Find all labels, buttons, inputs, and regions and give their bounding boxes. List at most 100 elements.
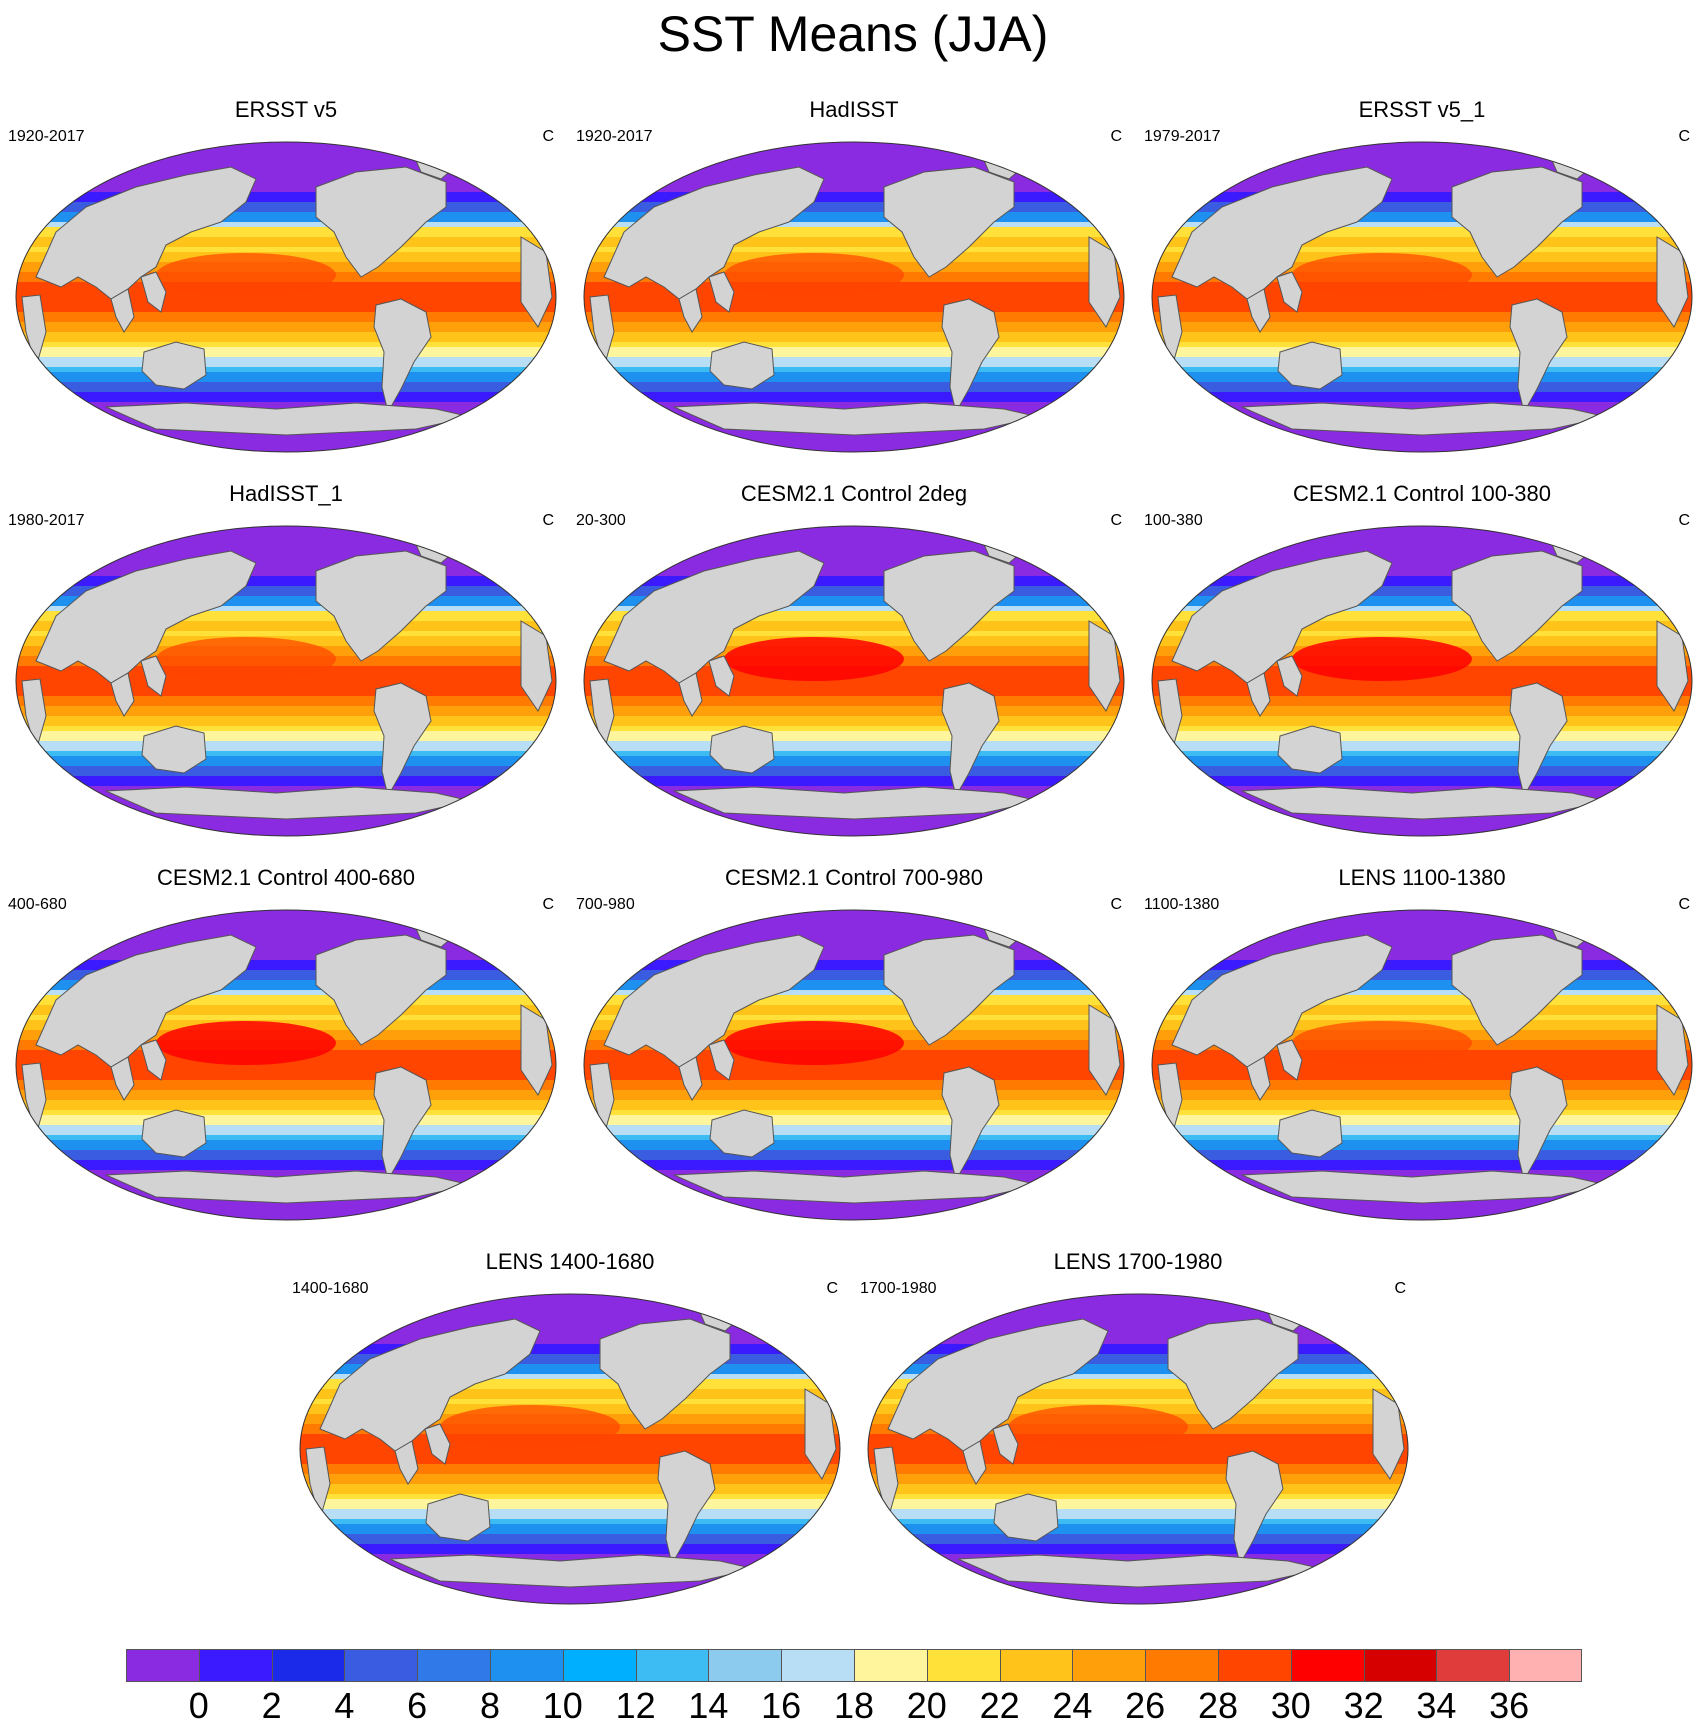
colorbar-label: 32 [1343,1685,1384,1726]
sst-band [584,1140,1124,1146]
sst-band [16,1080,556,1086]
sst-band [1152,172,1692,178]
sst-band [584,955,1124,961]
sst-band [1152,826,1692,832]
sst-band [1152,915,1692,921]
sst-band [300,1484,840,1490]
sst-band [1152,182,1692,188]
sst-band [16,776,556,782]
sst-band [868,1489,1408,1495]
warm-pool [156,253,336,297]
colorbar [126,1649,1582,1682]
sst-band [16,1075,556,1081]
sst-band [868,1444,1408,1450]
sst-band [584,162,1124,168]
sst-band [300,1384,840,1390]
sst-band [584,1120,1124,1126]
sst-band [584,970,1124,976]
sst-band [584,372,1124,378]
sst-band [868,1299,1408,1305]
sst-band [584,831,1124,836]
sst-band [584,1115,1124,1121]
land-mass [141,341,207,390]
sst-band [1152,960,1692,966]
sst-band [16,437,556,443]
sst-band [1152,382,1692,388]
sst-band [1152,970,1692,976]
panel-title: LENS 1400-1680 [485,1249,655,1274]
sst-band [16,1115,556,1121]
sst-band [300,1499,840,1505]
sst-band [16,546,556,552]
sst-band [16,606,556,612]
sst-band [1152,1165,1692,1171]
sst-band [868,1359,1408,1365]
land-mass [141,1109,207,1158]
sst-band [1152,541,1692,547]
sst-band [1152,681,1692,687]
sst-band [1152,1150,1692,1156]
sst-band [1152,1120,1692,1126]
colorbar-box [1363,1649,1437,1682]
sst-band [16,347,556,353]
sst-band [16,985,556,991]
sst-band [300,1494,840,1500]
sst-band [1152,332,1692,338]
sst-band [16,556,556,562]
sst-band [868,1334,1408,1340]
sst-band [1152,1065,1692,1071]
sst-band [300,1329,840,1335]
warm-pool [724,637,904,681]
land-mass [1372,1388,1405,1481]
sst-band [1152,167,1692,173]
sst-band [1152,1210,1692,1216]
sst-band [300,1394,840,1400]
colorbar-label: 14 [688,1685,729,1726]
sst-band [584,1085,1124,1091]
sst-band [16,217,556,223]
panel-unit: C [1394,1280,1406,1297]
land-mass [599,1318,731,1430]
sst-band [16,531,556,537]
warm-pool [724,1021,904,1065]
sst-band [584,546,1124,552]
sst-band [868,1354,1408,1360]
sst-band [1152,950,1692,956]
land-mass [1241,402,1608,436]
land-mass [315,934,447,1046]
panel-period: 100-380 [1144,512,1203,529]
land-mass [305,1446,331,1521]
sst-band [1152,990,1692,996]
sst-band [1152,177,1692,183]
sst-band [300,1344,840,1350]
panel-unit: C [1110,512,1122,529]
sst-map [583,525,1125,837]
sst-band [584,556,1124,562]
sst-band [16,930,556,936]
sst-band [1152,955,1692,961]
sst-band [16,387,556,393]
land-mass [425,1493,491,1542]
sst-band [1152,756,1692,762]
sst-band [584,721,1124,727]
sst-band [1152,1100,1692,1106]
sst-band [16,312,556,318]
warm-pool [1292,1021,1472,1065]
land-mass [1276,1039,1303,1081]
land-mass [1241,786,1608,820]
land-mass [315,166,447,278]
sst-band [868,1519,1408,1525]
sst-band [16,207,556,213]
sst-band [584,626,1124,632]
sst-band [1152,337,1692,343]
land-mass [21,678,47,753]
panel-period: 400-680 [8,896,67,913]
sst-band [1152,207,1692,213]
sst-band [300,1504,840,1510]
sst-band [584,526,1124,532]
land-mass [589,1062,615,1137]
sst-band [16,940,556,946]
colorbar-label: 30 [1270,1685,1311,1726]
sst-band [584,676,1124,682]
sst-band [300,1334,840,1340]
